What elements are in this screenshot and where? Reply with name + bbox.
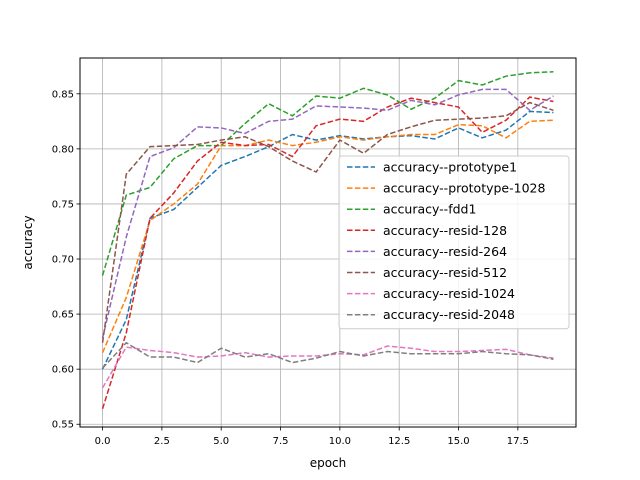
legend: accuracy--prototype1 accuracy--prototype-… (338, 155, 570, 330)
legend-label: accuracy--resid-2048 (383, 307, 515, 322)
y-tick-label: 0.80 (52, 144, 74, 155)
x-tick-label: 5.0 (213, 436, 229, 447)
ticks: 0.0 2.5 5.0 7.5 10.0 12.5 15.0 17.5 0.55 0.60 0.65… (52, 89, 529, 447)
legend-label: accuracy--resid-1024 (383, 286, 515, 301)
y-tick-label: 0.65 (52, 310, 74, 321)
y-tick-label: 0.85 (52, 89, 74, 100)
x-tick-label: 10.0 (329, 436, 351, 447)
y-axis-label: accuracy (21, 215, 35, 269)
legend-box (338, 155, 570, 330)
series-line-6 (101, 101, 554, 343)
x-axis-label: epoch (310, 456, 347, 470)
x-tick-label: 7.5 (273, 436, 289, 447)
series-line-3 (101, 71, 554, 276)
x-tick-label: 12.5 (388, 436, 410, 447)
legend-label: accuracy--prototype1 (383, 160, 517, 175)
y-tick-label: 0.75 (52, 199, 74, 210)
series-line-4 (101, 96, 554, 410)
series-line-5 (101, 88, 554, 339)
axes-frame (79, 57, 577, 428)
series-line-8 (102, 341, 554, 369)
legend-label: accuracy--resid-128 (383, 223, 507, 238)
y-tick-label: 0.70 (52, 255, 74, 266)
y-tick-label: 0.60 (52, 365, 74, 376)
series-line-1 (101, 110, 554, 370)
legend-label: accuracy--fdd1 (383, 202, 476, 217)
x-tick-label: 0.0 (95, 436, 111, 447)
legend-label: accuracy--resid-512 (383, 265, 507, 280)
series-lines (101, 71, 554, 410)
legend-label: accuracy--prototype-1028 (383, 181, 545, 196)
x-tick-label: 2.5 (154, 436, 170, 447)
x-tick-label: 17.5 (507, 436, 529, 447)
legend-label: accuracy--resid-264 (383, 244, 507, 259)
x-tick-label: 15.0 (447, 436, 469, 447)
series-line-2 (101, 119, 554, 353)
y-tick-label: 0.55 (52, 420, 74, 431)
